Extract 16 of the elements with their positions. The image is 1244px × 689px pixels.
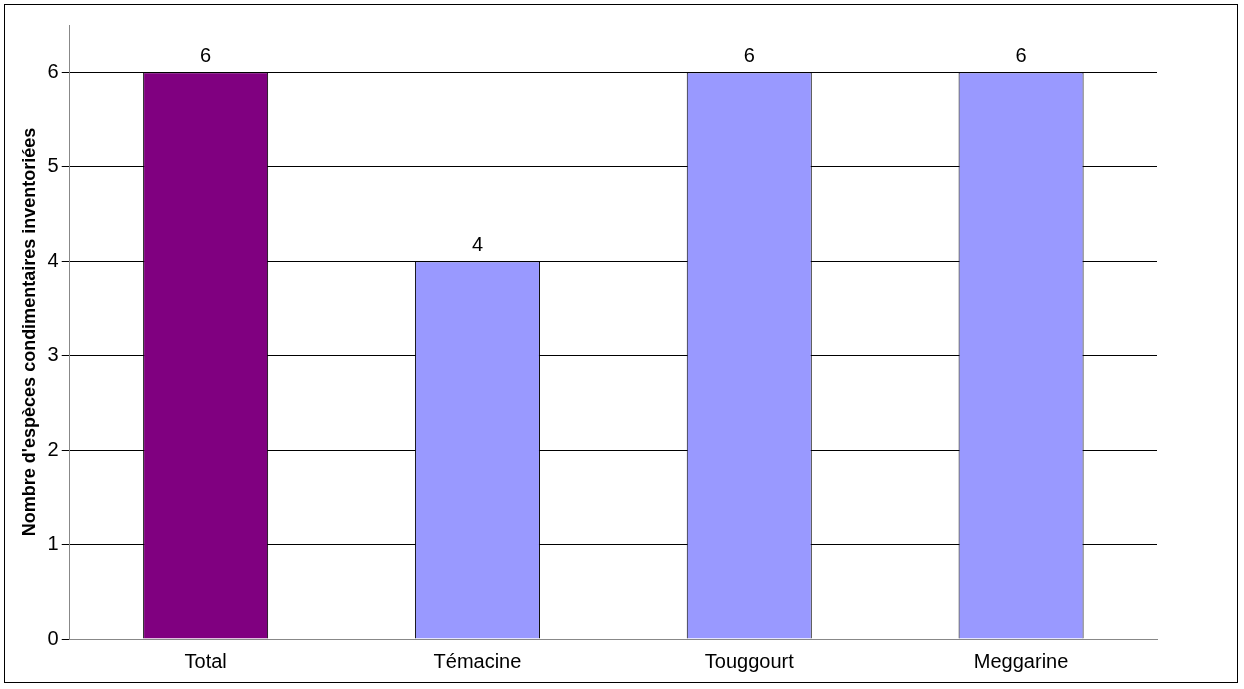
data-label: 6: [743, 43, 755, 66]
x-tick-label: Meggarine: [973, 649, 1069, 672]
data-label: 6: [1015, 43, 1027, 66]
y-tick-label: 3: [47, 343, 59, 366]
y-tick-label: 2: [47, 437, 59, 460]
x-tick-label: Touggourt: [704, 649, 795, 672]
y-tick-label: 5: [47, 154, 59, 177]
y-tick-label: 4: [47, 248, 59, 271]
y-tick-label: 0: [47, 626, 59, 649]
y-axis-title: Nombre d'espèces condimentaires inventoriées: [18, 127, 39, 537]
data-label: 4: [471, 232, 484, 255]
x-tick-label: Total: [184, 649, 227, 672]
data-label: 6: [200, 43, 212, 66]
y-tick-label: 6: [47, 59, 59, 82]
x-tick-label: Témacine: [433, 649, 522, 672]
y-tick-label: 1: [47, 532, 59, 555]
